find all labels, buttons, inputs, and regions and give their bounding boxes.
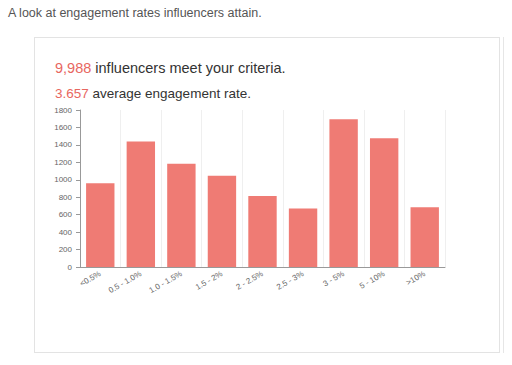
html-text:3.657 average engagement rate.: 3.657 average engagement rate. xyxy=(55,86,251,101)
svg-text:<0.5%: <0.5% xyxy=(78,269,102,288)
svg-text:1.0 - 1.5%: 1.0 - 1.5% xyxy=(148,269,184,295)
svg-text:1000: 1000 xyxy=(54,175,72,184)
svg-text:400: 400 xyxy=(59,228,73,237)
svg-text:2 - 2.5%: 2 - 2.5% xyxy=(234,269,264,292)
html-text:9,988 influencers meet your cr: 9,988 influencers meet your criteria. xyxy=(55,60,286,76)
svg-text:2.5 - 3%: 2.5 - 3% xyxy=(275,269,305,292)
svg-text:>10%: >10% xyxy=(405,269,427,287)
svg-text:200: 200 xyxy=(59,245,73,254)
svg-text:1800: 1800 xyxy=(54,106,72,115)
svg-text:0: 0 xyxy=(68,263,73,272)
svg-text:1400: 1400 xyxy=(54,140,72,149)
svg-text:1200: 1200 xyxy=(54,158,72,167)
svg-text:3 - 5%: 3 - 5% xyxy=(321,269,345,288)
svg-text:1.5 - 2%: 1.5 - 2% xyxy=(194,269,224,292)
svg-text:5 - 10%: 5 - 10% xyxy=(358,269,386,291)
html-text:A look at engagement rates inf: A look at engagement rates influencers a… xyxy=(8,6,262,20)
svg-text:600: 600 xyxy=(59,210,73,219)
svg-text:800: 800 xyxy=(59,193,73,202)
svg-text:0.5 - 1.0%: 0.5 - 1.0% xyxy=(107,269,143,295)
svg-text:1600: 1600 xyxy=(54,123,72,132)
